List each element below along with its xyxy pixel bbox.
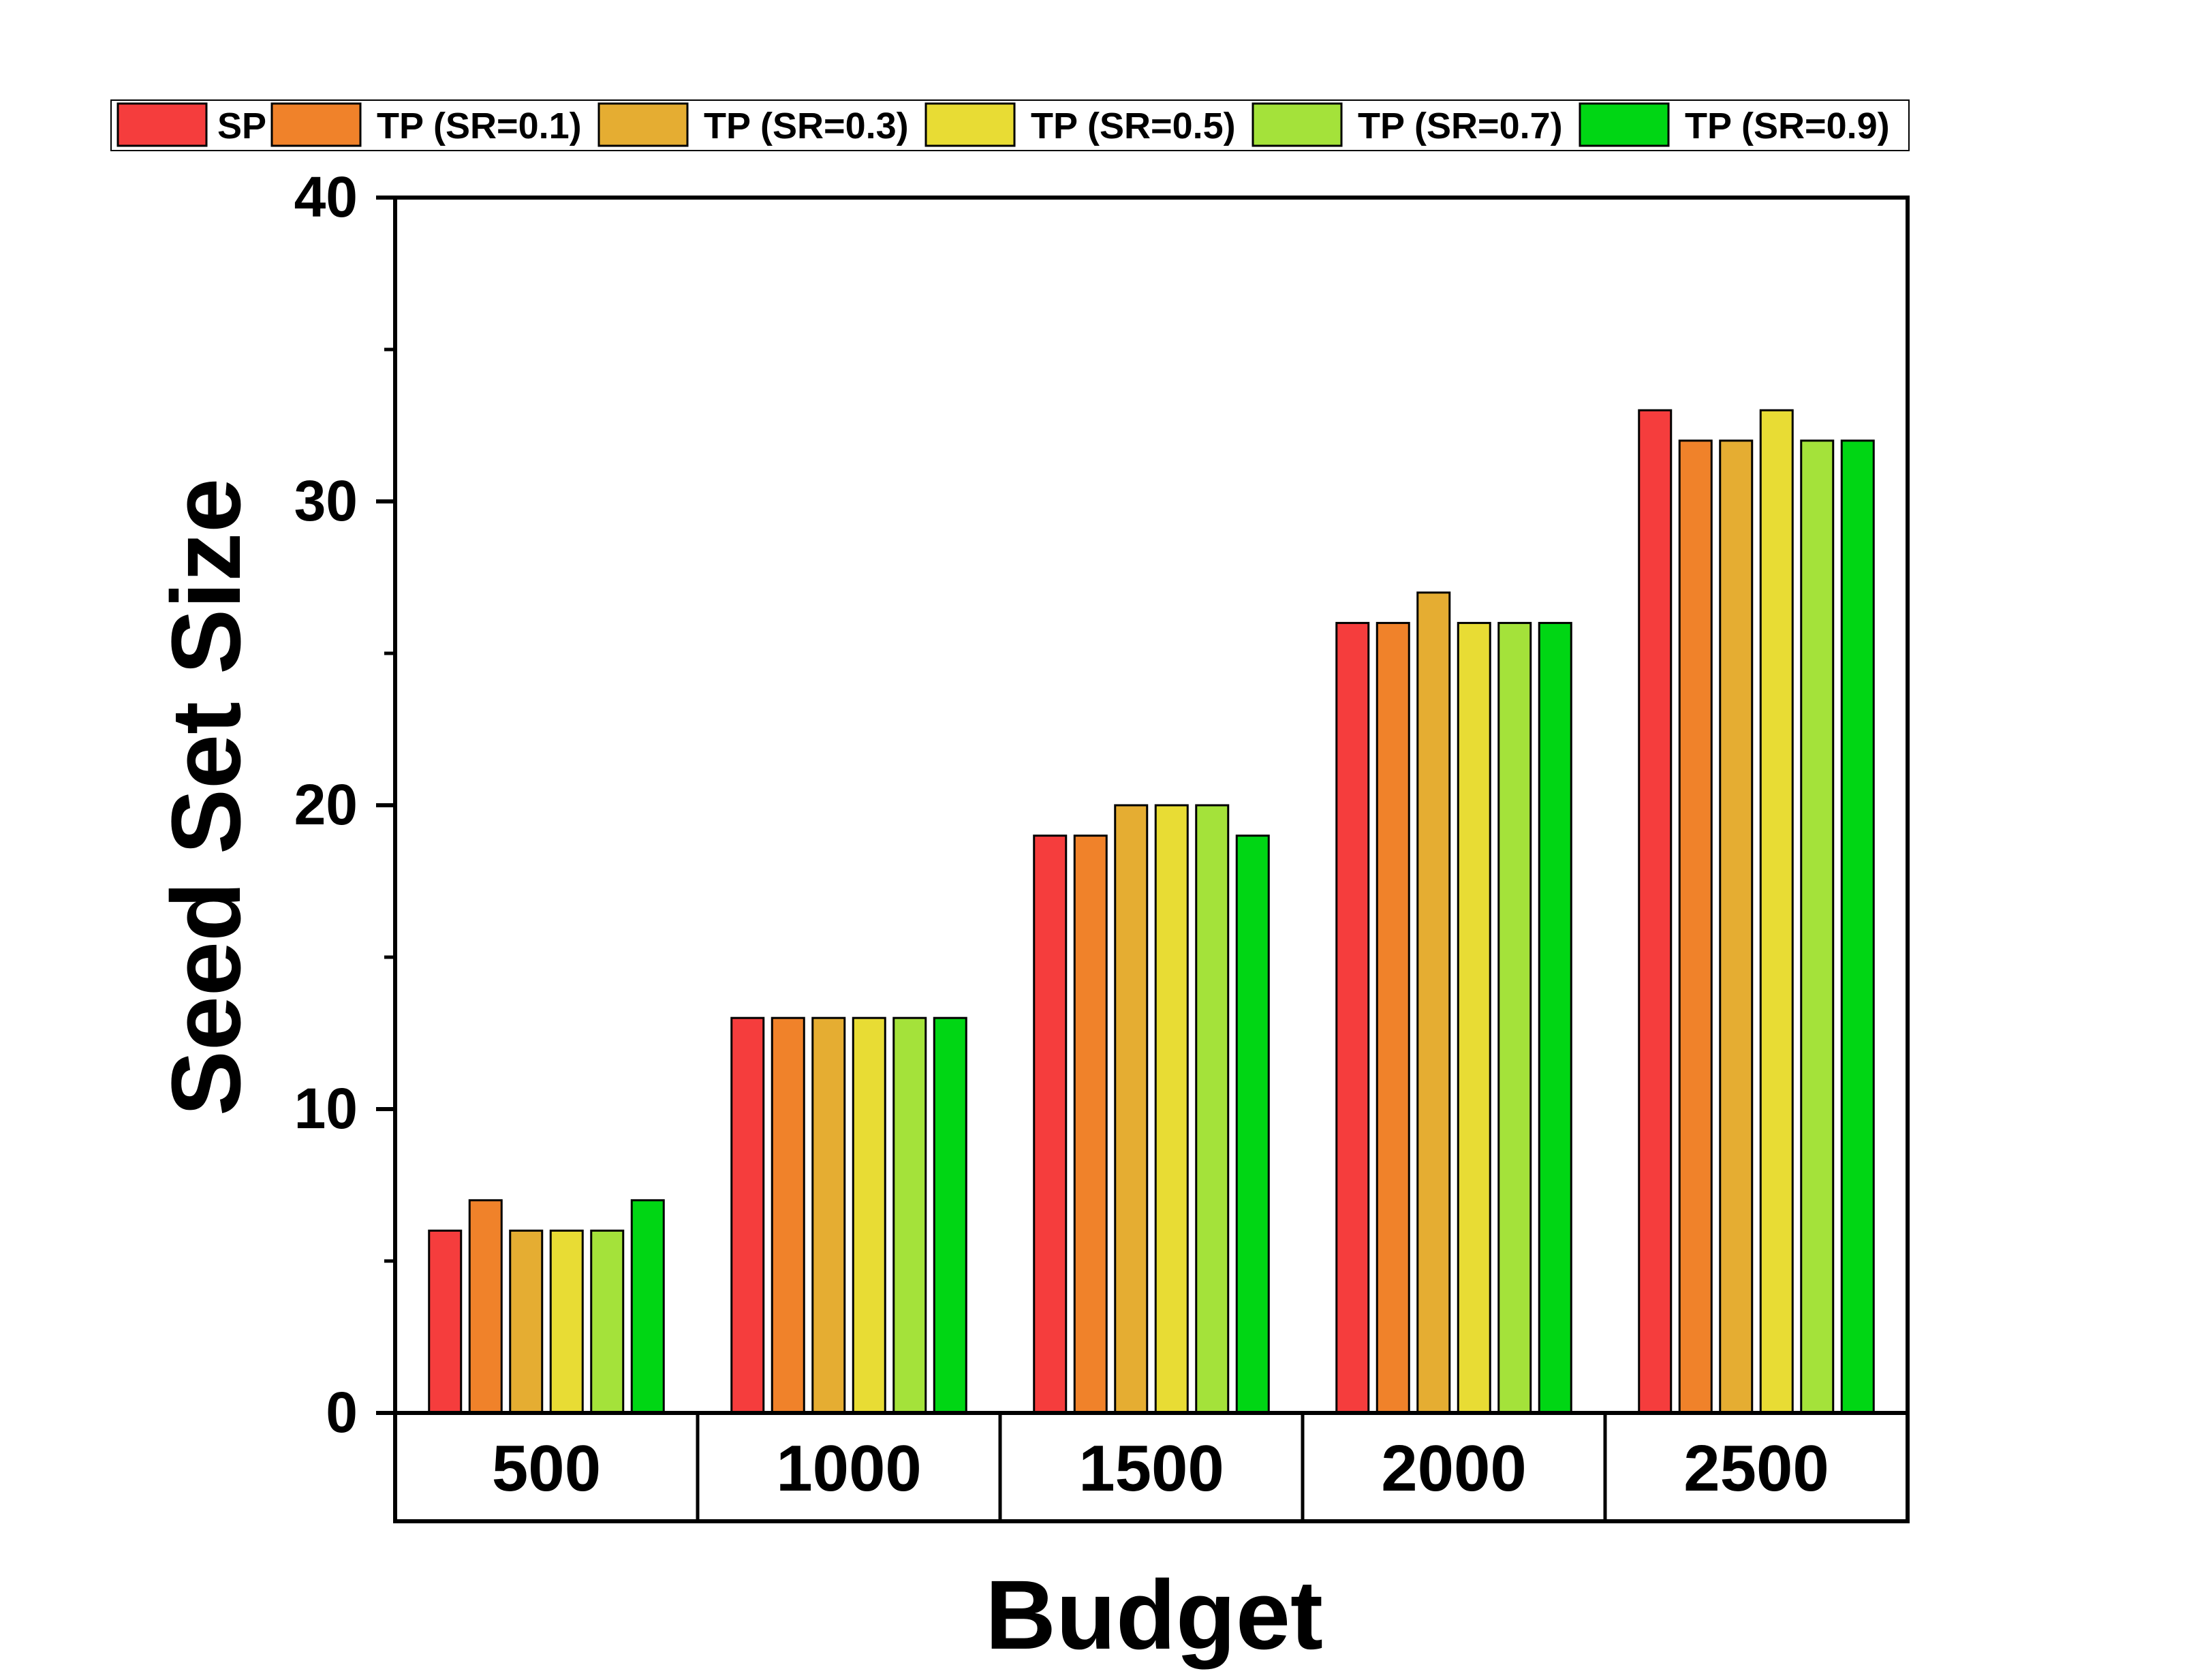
bar-tp-sr-0-5-1000 xyxy=(852,1016,886,1414)
bar-tp-sr-0-1-1000 xyxy=(771,1016,805,1414)
bar-sp-1000 xyxy=(730,1016,765,1414)
bar-tp-sr-0-7-1500 xyxy=(1195,804,1230,1414)
legend-swatch xyxy=(597,102,689,147)
bar-tp-sr-0-7-2000 xyxy=(1497,621,1532,1414)
bars-group xyxy=(428,409,1875,1414)
plot-frame xyxy=(376,196,1910,1523)
bar-tp-sr-0-1-2000 xyxy=(1376,621,1410,1414)
bar-tp-sr-0-1-1500 xyxy=(1073,835,1108,1414)
bar-tp-sr-0-3-500 xyxy=(509,1229,544,1414)
bar-tp-sr-0-7-1000 xyxy=(892,1016,927,1414)
bar-sp-500 xyxy=(428,1229,463,1414)
bar-tp-sr-0-5-500 xyxy=(549,1229,584,1414)
legend-label: TP (SR=0.5) xyxy=(1031,106,1236,146)
legend: SP TP (SR=0.1) TP (SR=0.3) TP (SR=0.5) TP (S… xyxy=(110,99,1910,151)
bar-tp-sr-0-9-2500 xyxy=(1840,439,1875,1414)
x-category-label: 2000 xyxy=(1381,1432,1527,1505)
bar-tp-sr-0-9-1000 xyxy=(933,1016,967,1414)
bar-tp-sr-0-9-1500 xyxy=(1235,835,1270,1414)
bar-tp-sr-0-3-1500 xyxy=(1114,804,1149,1414)
x-category-label: 2500 xyxy=(1683,1432,1829,1505)
bar-tp-sr-0-9-2000 xyxy=(1538,621,1572,1414)
y-tick-label: 40 xyxy=(294,165,358,229)
legend-label: TP (SR=0.1) xyxy=(377,106,582,146)
bar-tp-sr-0-9-500 xyxy=(630,1199,665,1414)
x-axis: 500 1000 1500 2000 2500 xyxy=(492,1413,1829,1521)
legend-swatch xyxy=(116,102,208,147)
y-tick-label: 10 xyxy=(294,1076,358,1140)
bar-sp-2000 xyxy=(1335,621,1370,1414)
y-tick-label: 30 xyxy=(294,469,358,533)
bar-tp-sr-0-5-1500 xyxy=(1154,804,1189,1414)
x-category-label: 1500 xyxy=(1078,1432,1224,1505)
legend-label: TP (SR=0.7) xyxy=(1358,106,1563,146)
y-tick-label: 0 xyxy=(326,1380,358,1444)
y-axis: 0 10 20 30 40 xyxy=(294,165,395,1444)
bar-sp-2500 xyxy=(1638,409,1673,1414)
x-category-label: 500 xyxy=(492,1432,601,1505)
bar-tp-sr-0-5-2500 xyxy=(1759,409,1794,1414)
bar-sp-1500 xyxy=(1033,835,1068,1414)
bar-tp-sr-0-3-2500 xyxy=(1719,439,1754,1414)
legend-label: TP (SR=0.3) xyxy=(704,106,909,146)
legend-label: SP xyxy=(217,106,266,146)
y-tick-label: 20 xyxy=(294,773,358,837)
legend-swatch xyxy=(924,102,1016,147)
bar-tp-sr-0-7-2500 xyxy=(1800,439,1835,1414)
y-axis-title: Seed Set Size xyxy=(151,478,261,1116)
legend-swatch xyxy=(1579,102,1670,147)
y-axis-title-group: Seed Set Size xyxy=(151,478,261,1116)
bar-tp-sr-0-5-2000 xyxy=(1457,621,1491,1414)
bar-tp-sr-0-3-1000 xyxy=(811,1016,846,1414)
bar-tp-sr-0-7-500 xyxy=(590,1229,625,1414)
legend-swatch xyxy=(1252,102,1343,147)
bar-tp-sr-0-1-500 xyxy=(468,1199,503,1414)
x-axis-title: Budget xyxy=(985,1560,1323,1670)
bar-tp-sr-0-3-2000 xyxy=(1416,591,1451,1414)
x-category-label: 1000 xyxy=(776,1432,922,1505)
legend-swatch xyxy=(270,102,362,147)
legend-label: TP (SR=0.9) xyxy=(1685,106,1890,146)
bar-tp-sr-0-1-2500 xyxy=(1678,439,1713,1414)
